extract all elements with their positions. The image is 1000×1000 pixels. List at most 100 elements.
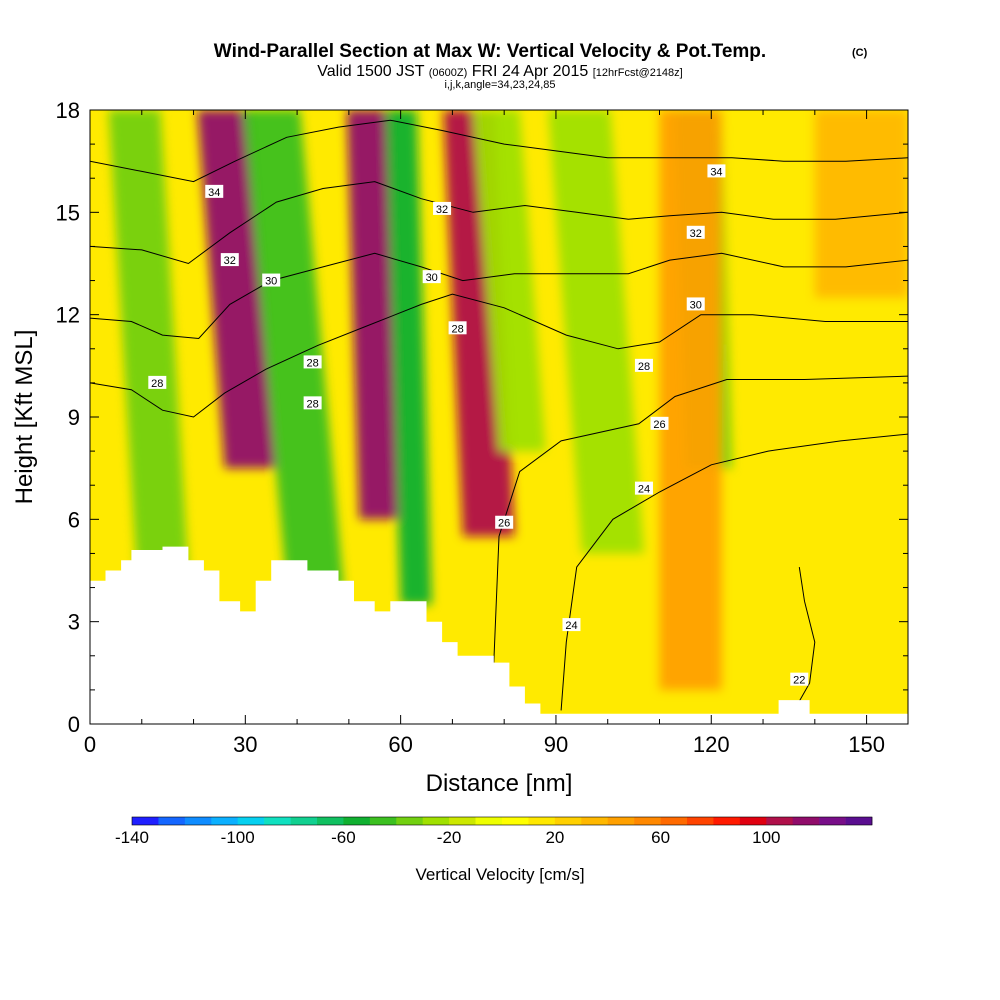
contour-label: 24 <box>634 481 653 496</box>
contour-label-box <box>562 618 581 632</box>
colorbar-cell <box>528 817 556 825</box>
velocity-band <box>548 110 644 554</box>
contour-label: 34 <box>707 164 726 178</box>
contour-label: 22 <box>790 672 809 687</box>
contour-label-box <box>303 355 322 369</box>
contour-label: 30 <box>262 273 281 288</box>
contour-label: 24 <box>562 618 581 632</box>
x-tick-label: 90 <box>544 732 568 757</box>
colorbar-cell <box>607 817 635 825</box>
y-axis: 0 3 6 9 12 15 18 <box>56 98 908 737</box>
colorbar-cell <box>396 817 424 825</box>
contour-label-text: 30 <box>690 299 702 311</box>
contour-label-text: 30 <box>265 276 277 288</box>
subtitle-forecast: [12hrFcst@2148z] <box>593 67 683 79</box>
plot-area: 34 32 30 28 28 28 32 30 28 26 24 24 26 28 30 32 34 22 <box>89 109 909 725</box>
chart-subtitle: Valid 1500 JST (0600Z) FRI 24 Apr 2015 [… <box>317 63 682 80</box>
colorbar-tick-label: -140 <box>115 828 149 847</box>
x-tick-label: 0 <box>84 732 96 757</box>
y-axis-label: Height [Kft MSL] <box>11 330 38 505</box>
contour-label-box <box>422 270 441 284</box>
colorbar-cell <box>713 817 741 825</box>
velocity-field <box>108 110 908 690</box>
colorbar-label: Vertical Velocity [cm/s] <box>415 865 584 884</box>
contour-label: 28 <box>303 355 322 369</box>
colorbar-cell <box>581 817 609 825</box>
colorbar-tick-label: 20 <box>545 828 564 847</box>
contour-label-text: 32 <box>224 255 236 267</box>
contour-label-box <box>433 201 452 215</box>
colorbar-cell <box>237 817 265 825</box>
contour-label-box <box>495 515 514 529</box>
colorbar-cell <box>158 817 186 825</box>
contour-label-box <box>448 321 467 335</box>
velocity-band <box>814 110 908 298</box>
isentrope-contours <box>90 119 908 711</box>
contour-label-text: 24 <box>565 620 577 632</box>
contour-label-box <box>205 184 224 198</box>
contour-label: 28 <box>634 358 653 373</box>
colorbar-cell <box>343 817 371 825</box>
colorbar-cell <box>739 817 767 825</box>
contour-label: 32 <box>433 201 452 216</box>
colorbar-cell <box>317 817 344 825</box>
isentrope-32 <box>90 181 908 265</box>
contour-label-text: 28 <box>306 357 318 369</box>
contour-label-box <box>707 164 726 178</box>
x-tick-label: 150 <box>848 732 885 757</box>
y-tick-label: 6 <box>68 507 80 532</box>
contour-label-box <box>262 273 281 287</box>
terrain <box>90 546 908 724</box>
x-tick-label: 30 <box>233 732 257 757</box>
colorbar-ticks: -140 -100 -60 -20 20 60 100 <box>115 828 781 847</box>
velocity-band <box>473 110 546 452</box>
contour-label-text: 30 <box>426 272 438 284</box>
isentrope-30 <box>90 252 908 340</box>
colorbar-cell <box>475 817 503 825</box>
y-tick-label: 18 <box>56 98 80 123</box>
contour-label-text: 32 <box>690 228 702 240</box>
y-tick-label: 9 <box>68 405 80 430</box>
contour-label-text: 28 <box>451 323 463 335</box>
contour-label: 30 <box>422 270 441 284</box>
colorbar-tick-label: -20 <box>437 828 462 847</box>
contour-label: 32 <box>220 253 239 267</box>
colorbar-cell <box>449 817 476 825</box>
contour-label: 28 <box>303 396 322 410</box>
contour-label-text: 34 <box>710 166 722 178</box>
colorbar-cell <box>132 817 159 825</box>
colorbar-cell <box>211 817 239 825</box>
colorbar-cell <box>766 817 794 825</box>
velocity-band <box>659 110 722 690</box>
colorbar-cell <box>554 817 582 825</box>
colorbar-cell <box>422 817 450 825</box>
copyright-mark: (C) <box>852 47 868 59</box>
colorbar-cell <box>184 817 212 825</box>
contour-label-text: 34 <box>208 187 220 199</box>
contour-label-box <box>634 358 653 372</box>
isentrope-26 <box>493 375 908 663</box>
contour-label-text: 28 <box>306 398 318 410</box>
contour-label: 30 <box>686 297 705 311</box>
x-tick-label: 60 <box>388 732 412 757</box>
contour-label-box <box>686 225 705 239</box>
x-axis: 0 30 60 90 120 150 <box>84 110 885 757</box>
contour-label-box <box>148 375 167 389</box>
contour-label: 26 <box>495 515 514 530</box>
isentrope-34 <box>90 119 908 183</box>
colorbar <box>131 816 873 826</box>
colorbar-tick-label: 60 <box>651 828 670 847</box>
velocity-band <box>346 110 401 520</box>
contour-label-text: 28 <box>151 378 163 390</box>
velocity-band <box>108 110 189 571</box>
contour-label: 26 <box>650 416 669 431</box>
contour-label-text: 26 <box>498 518 510 530</box>
contour-label-text: 24 <box>638 484 650 496</box>
contour-label-box <box>650 416 669 430</box>
contour-label-box <box>220 253 239 267</box>
contour-label: 34 <box>205 184 224 199</box>
colorbar-cell <box>290 817 318 825</box>
x-axis-label: Distance [nm] <box>426 770 573 797</box>
colorbar-cell <box>264 817 291 825</box>
